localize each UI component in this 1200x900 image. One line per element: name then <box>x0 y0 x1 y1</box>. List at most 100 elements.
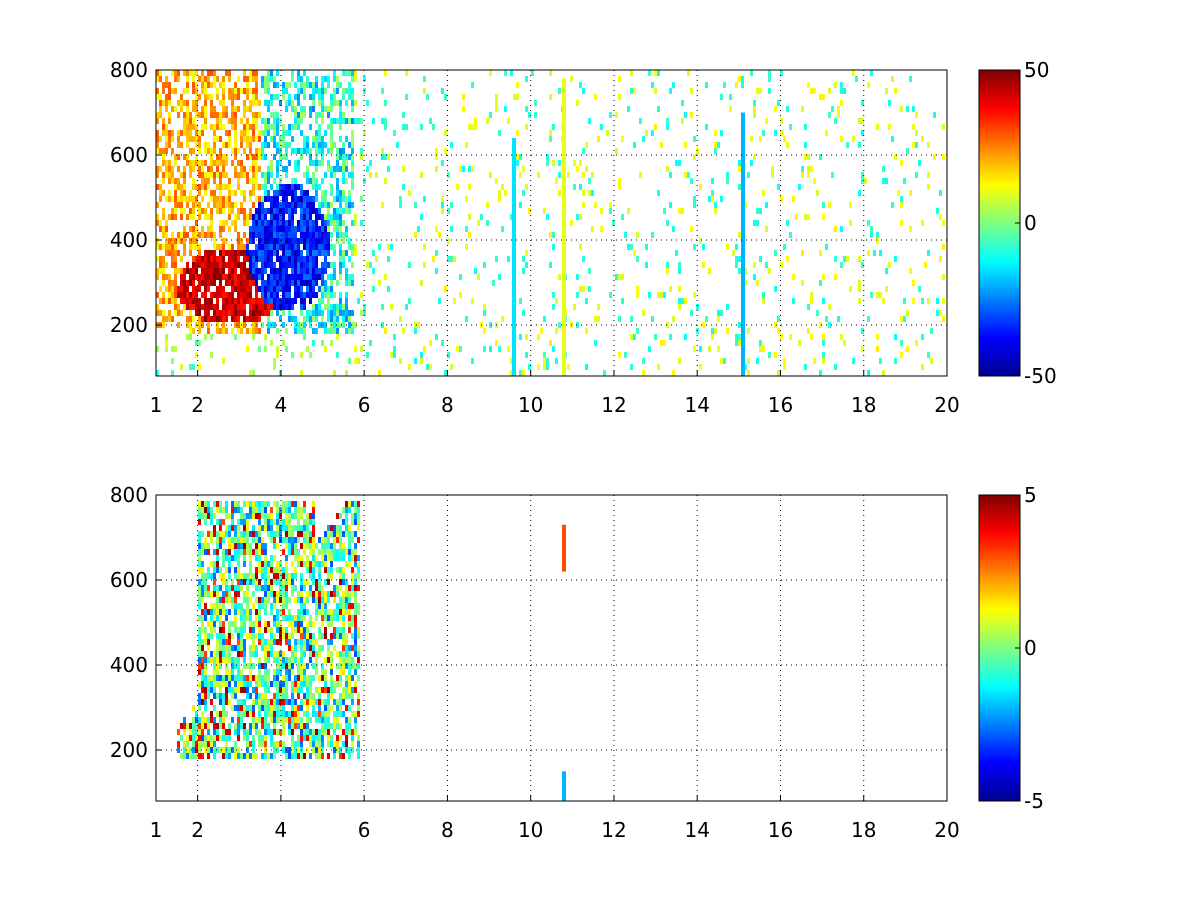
heatmap-cell <box>735 256 738 262</box>
heatmap-cell <box>210 316 213 322</box>
heatmap-cell <box>342 208 345 214</box>
heatmap-cell <box>201 507 204 513</box>
heatmap-cell <box>300 76 303 82</box>
heatmap-cell <box>240 519 243 525</box>
heatmap-cell <box>861 130 864 136</box>
heatmap-cell <box>267 286 270 292</box>
heatmap-cell <box>888 262 891 268</box>
heatmap-cell <box>267 597 270 603</box>
heatmap-cell <box>207 256 210 262</box>
heatmap-cell <box>321 76 324 82</box>
heatmap-cell <box>729 94 732 100</box>
heatmap-cell <box>258 256 261 262</box>
heatmap-cell <box>213 651 216 657</box>
heatmap-cell <box>219 537 222 543</box>
heatmap-cell <box>327 729 330 735</box>
heatmap-cell <box>246 543 249 549</box>
heatmap-cell <box>204 639 207 645</box>
heatmap-cell <box>315 214 318 220</box>
heatmap-cell <box>492 280 495 286</box>
heatmap-cell <box>222 88 225 94</box>
heatmap-cell <box>300 208 303 214</box>
heatmap-cell <box>282 705 285 711</box>
heatmap-cell <box>279 286 282 292</box>
heatmap-cell <box>177 136 180 142</box>
heatmap-cell <box>654 88 657 94</box>
heatmap-cell <box>204 286 207 292</box>
heatmap-cell <box>300 699 303 705</box>
heatmap-cell <box>693 202 696 208</box>
heatmap-cell <box>252 549 255 555</box>
heatmap-cell <box>255 250 258 256</box>
heatmap-cell <box>192 244 195 250</box>
heatmap-cell <box>714 130 717 136</box>
heatmap-cell <box>285 675 288 681</box>
heatmap-cell <box>210 262 213 268</box>
heatmap-cell <box>909 268 912 274</box>
heatmap-cell <box>504 70 507 76</box>
heatmap-cell <box>249 208 252 214</box>
heatmap-cell <box>381 148 384 154</box>
heatmap-cell <box>315 148 318 154</box>
heatmap-cell <box>822 298 825 304</box>
heatmap-cell <box>312 561 315 567</box>
heatmap-cell <box>858 286 861 292</box>
heatmap-cell <box>297 166 300 172</box>
heatmap-cell <box>198 166 201 172</box>
heatmap-cell <box>315 579 318 585</box>
heatmap-cell <box>204 298 207 304</box>
heatmap-cell <box>231 286 234 292</box>
heatmap-cell <box>165 124 168 130</box>
heatmap-cell <box>225 304 228 310</box>
heatmap-cell <box>294 94 297 100</box>
heatmap-cell <box>225 70 228 76</box>
heatmap-cell <box>177 286 180 292</box>
heatmap-cell <box>276 280 279 286</box>
heatmap-cell <box>201 196 204 202</box>
heatmap-cell <box>237 106 240 112</box>
heatmap-cell <box>678 358 681 364</box>
heatmap-cell <box>576 214 579 220</box>
heatmap-cell <box>261 699 264 705</box>
heatmap-cell <box>357 645 360 651</box>
heatmap-cell <box>234 663 237 669</box>
heatmap-cell <box>942 316 945 322</box>
heatmap-cell <box>354 573 357 579</box>
heatmap-cell <box>186 106 189 112</box>
heatmap-cell <box>309 537 312 543</box>
heatmap-cell <box>234 741 237 747</box>
heatmap-cell <box>858 256 861 262</box>
heatmap-cell <box>255 292 258 298</box>
heatmap-cell <box>297 118 300 124</box>
heatmap-cell <box>402 328 405 334</box>
heatmap-cell <box>351 130 354 136</box>
heatmap-cell <box>687 70 690 76</box>
heatmap-cell <box>186 124 189 130</box>
heatmap-cell <box>315 735 318 741</box>
heatmap-cell <box>357 501 360 507</box>
heatmap-cell <box>258 112 261 118</box>
heatmap-cell <box>810 334 813 340</box>
heatmap-cell <box>258 250 261 256</box>
heatmap-cell <box>735 244 738 250</box>
heatmap-cell <box>327 705 330 711</box>
heatmap-cell <box>258 681 261 687</box>
heatmap-cell <box>249 166 252 172</box>
heatmap-cell <box>258 711 261 717</box>
heatmap-cell <box>246 106 249 112</box>
heatmap-cell <box>294 280 297 286</box>
heatmap-cell <box>261 561 264 567</box>
heatmap-cell <box>201 232 204 238</box>
heatmap-cell <box>261 292 264 298</box>
heatmap-cell <box>246 633 249 639</box>
heatmap-cell <box>330 531 333 537</box>
heatmap-cell <box>264 76 267 82</box>
heatmap-cell <box>351 501 354 507</box>
heatmap-cell <box>204 88 207 94</box>
heatmap-cell <box>243 268 246 274</box>
heatmap-cell <box>237 651 240 657</box>
heatmap-cell <box>213 106 216 112</box>
heatmap-cell <box>399 196 402 202</box>
heatmap-cell <box>201 304 204 310</box>
heatmap-cell <box>306 148 309 154</box>
